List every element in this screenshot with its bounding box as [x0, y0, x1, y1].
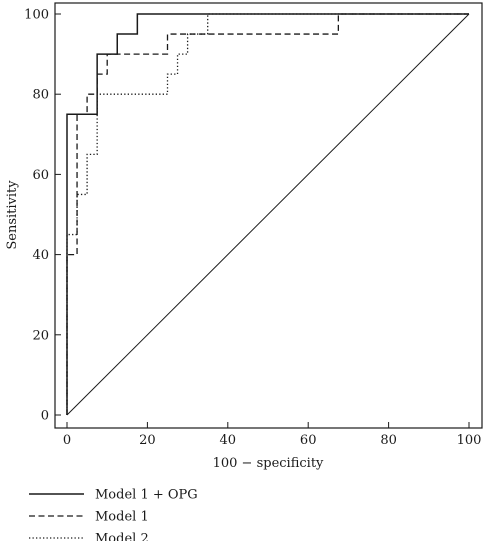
- x-tick-label: 0: [63, 433, 71, 448]
- x-tick-label: 20: [139, 433, 156, 448]
- y-tick-label: 80: [32, 88, 49, 103]
- x-tick-label: 60: [300, 433, 317, 448]
- legend-label: Model 1 + OPG: [95, 488, 198, 503]
- y-tick-label: 40: [32, 248, 49, 263]
- x-tick-label: 80: [380, 433, 397, 448]
- y-tick-label: 20: [32, 328, 49, 343]
- y-tick-label: 0: [41, 409, 49, 424]
- x-axis-label: 100 − specificity: [213, 456, 324, 471]
- legend-label: Model 1: [95, 510, 149, 525]
- y-tick-label: 60: [32, 168, 49, 183]
- legend-label: Model 2: [95, 532, 149, 542]
- legend: Model 1 + OPG Model 1 Model 2: [29, 488, 198, 545]
- x-tick-label: 100: [457, 433, 482, 448]
- y-axis-label: Sensitivity: [5, 180, 20, 250]
- x-tick-label: 40: [220, 433, 237, 448]
- series-line-model-2: [66, 13, 469, 415]
- reference-diagonal-line: [66, 13, 470, 416]
- plot-frame: [54, 2, 483, 429]
- series-line-model-1: [66, 13, 469, 415]
- y-tick-label: 100: [24, 8, 49, 23]
